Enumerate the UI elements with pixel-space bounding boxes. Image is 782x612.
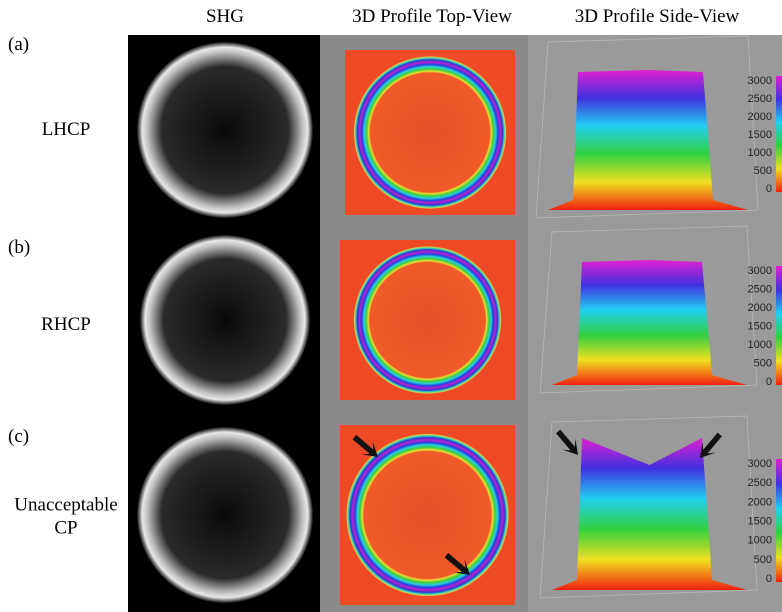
colorbar [776, 76, 782, 192]
colorbar [776, 459, 782, 582]
axis-tick-label: 2000 [748, 111, 772, 123]
row-tag: (c) [8, 426, 29, 447]
column-header: 3D Profile Top-View [352, 6, 512, 27]
shg-ring [137, 427, 313, 603]
row-label: RHCP [41, 314, 91, 335]
axis-tick-label: 1500 [748, 129, 772, 141]
axis-tick-label: 3000 [748, 458, 772, 470]
axis-tick-label: 0 [766, 183, 772, 195]
shg-ring [137, 42, 313, 218]
row-label: Unacceptable [14, 495, 117, 516]
axis-tick-label: 1000 [748, 147, 772, 159]
shg-ring [140, 235, 310, 405]
axis-tick-label: 1000 [748, 535, 772, 547]
axis-tick-label: 3000 [748, 75, 772, 87]
axis-tick-label: 500 [754, 358, 772, 370]
column-header: SHG [206, 6, 244, 27]
axis-tick-label: 0 [766, 376, 772, 388]
axis-tick-label: 500 [754, 554, 772, 566]
top-view-ring [346, 434, 509, 597]
column-header: 3D Profile Side-View [575, 6, 740, 27]
axis-tick-label: 2000 [748, 302, 772, 314]
axis-tick-label: 2000 [748, 496, 772, 508]
axis-tick-label: 1500 [748, 321, 772, 333]
axis-tick-label: 1500 [748, 516, 772, 528]
axis-tick-label: 2500 [748, 284, 772, 296]
axis-tick-label: 0 [766, 573, 772, 585]
colorbar [776, 266, 782, 385]
row-tag: (b) [8, 237, 30, 258]
axis-tick-label: 3000 [748, 265, 772, 277]
top-view-ring [354, 246, 502, 394]
row-label: CP [54, 518, 77, 539]
figure: SHG 3D Profile Top-View 3D Profile Side-… [0, 0, 782, 612]
row-label: LHCP [42, 119, 91, 140]
axis-tick-label: 1000 [748, 339, 772, 351]
axis-tick-label: 2500 [748, 477, 772, 489]
row-tag: (a) [8, 34, 29, 55]
axis-tick-label: 2500 [748, 93, 772, 105]
axis-tick-label: 500 [754, 165, 772, 177]
top-view-ring [354, 56, 507, 209]
